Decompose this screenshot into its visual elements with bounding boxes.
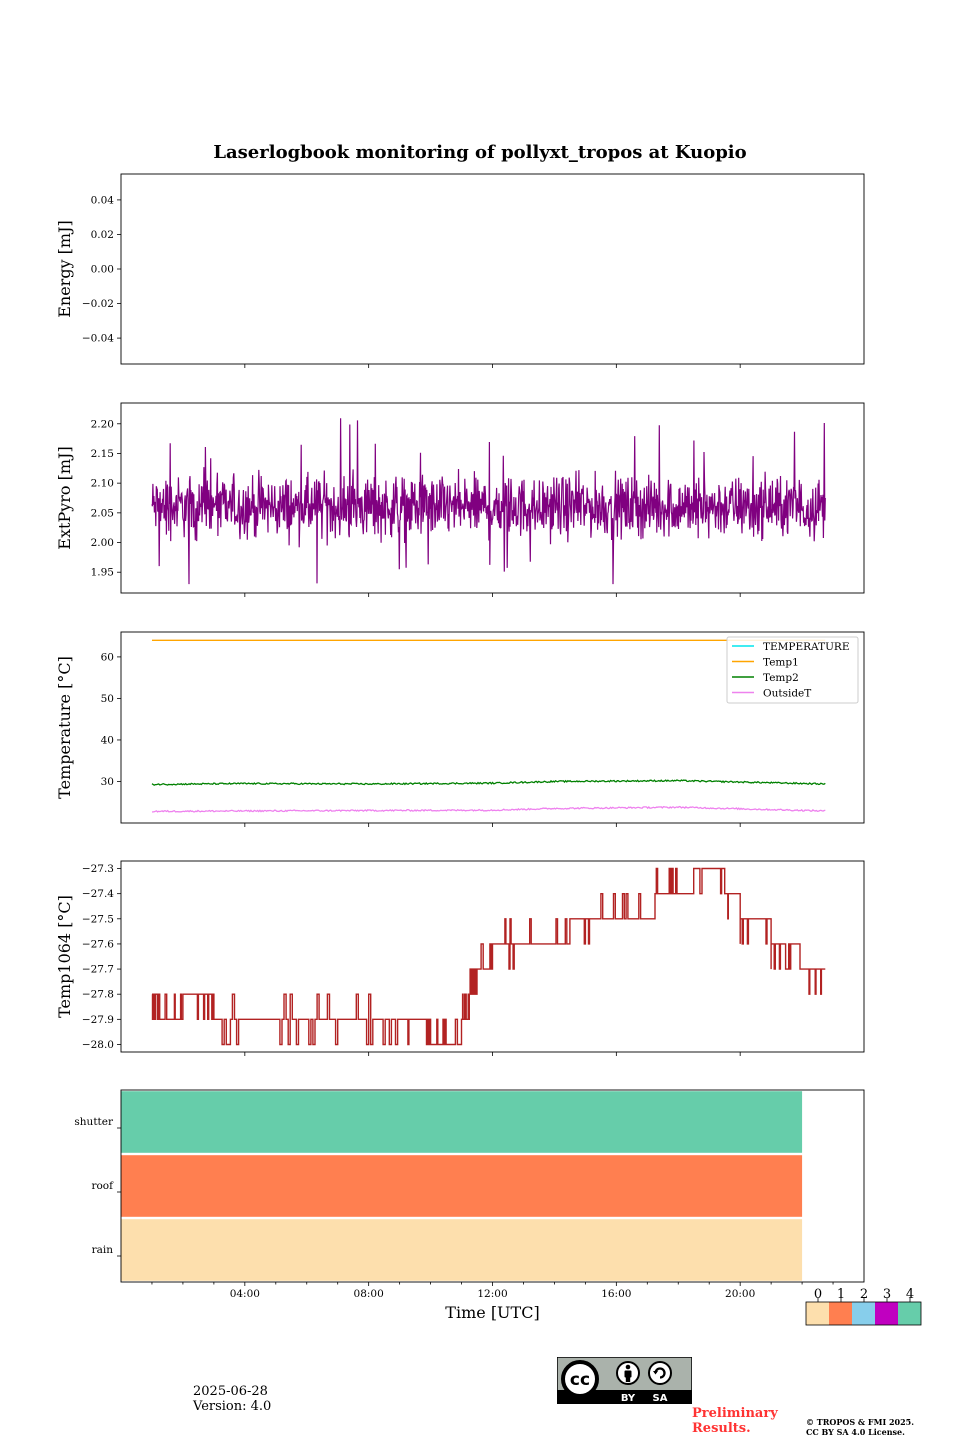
y-tick-label: 2.10 <box>91 478 114 490</box>
y-tick-label: 40 <box>101 734 114 746</box>
x-tick-label: 16:00 <box>601 1288 631 1300</box>
y-tick-label: 2.15 <box>91 448 114 460</box>
axes-frame <box>120 402 865 594</box>
date-label: 2025-06-28 <box>193 1384 268 1399</box>
y-tick-label: −27.8 <box>82 989 114 1001</box>
series-line-temp2 <box>151 779 826 786</box>
copyright-note: © TROPOS & FMI 2025. CC BY SA 4.0 Licens… <box>806 1417 914 1437</box>
y-tick-label: −27.6 <box>82 938 114 950</box>
status-band-roof <box>121 1155 803 1217</box>
temp1064-series-line <box>151 867 826 1046</box>
plot-area <box>151 418 826 585</box>
colorbar-cell <box>898 1302 921 1325</box>
y-tick-label: −27.4 <box>82 888 114 900</box>
colorbar-cell <box>806 1302 829 1325</box>
x-tick-label: 08:00 <box>354 1288 384 1300</box>
copyright-line-1: © TROPOS & FMI 2025. <box>806 1417 915 1427</box>
by-label: BY <box>621 1393 636 1404</box>
y-tick-label: 2.05 <box>91 507 114 519</box>
axes-frame <box>120 860 865 1053</box>
chart-title: Laserlogbook monitoring of pollyxt_tropo… <box>213 142 746 163</box>
legend-box <box>726 636 859 704</box>
y-axis-label: ExtPyro [mJ] <box>55 446 74 549</box>
axes-frame <box>120 1089 865 1283</box>
y-tick-label: 0.02 <box>91 229 114 241</box>
colorbar-cell <box>829 1302 852 1325</box>
x-axis-label: Time [UTC] <box>445 1303 539 1322</box>
y-tick-label: 60 <box>101 651 114 663</box>
colorbar-tick-label: 1 <box>837 1287 845 1302</box>
colorbar-tick-label: 3 <box>883 1287 891 1302</box>
y-tick-label: −27.5 <box>82 913 114 925</box>
preliminary-note: Preliminary Results. <box>692 1406 778 1436</box>
row-label-shutter: shutter <box>74 1116 114 1128</box>
panel-3: 60 50 40 30 Temperature [°C] TEMPERATURE Temp1… <box>55 631 865 827</box>
cc-icon <box>561 1360 599 1398</box>
y-tick-label: −27.7 <box>82 964 114 976</box>
cc-label: cc <box>570 1370 590 1390</box>
row-label-roof: roof <box>91 1180 114 1192</box>
legend: TEMPERATURE Temp1 Temp2 OutsideT <box>726 636 859 704</box>
colorbar-cell <box>852 1302 875 1325</box>
y-tick-label: 2.00 <box>91 537 114 549</box>
y-tick-label: −0.02 <box>82 298 114 310</box>
preliminary-line-1: Preliminary <box>692 1406 778 1421</box>
y-tick-label: −27.3 <box>82 863 114 875</box>
colorbar-tick-label: 0 <box>814 1287 822 1302</box>
colorbar-tick-label: 2 <box>860 1287 868 1302</box>
date-info: 2025-06-28 Version: 4.0 <box>193 1384 271 1414</box>
panel-2: 2.20 2.15 2.10 2.05 2.00 1.95 ExtPyro [mJ] <box>55 402 865 597</box>
y-tick-label: 1.95 <box>91 567 114 579</box>
colorbar-cell <box>875 1302 898 1325</box>
legend-label: Temp1 <box>763 657 799 669</box>
y-tick-label: −27.9 <box>82 1014 114 1026</box>
panel-5: shutter roof rain 04:00 08:00 12:00 16:00 20:00… <box>74 1089 922 1326</box>
status-band-shutter <box>121 1091 803 1153</box>
plot-area <box>151 639 826 813</box>
y-tick-label: 2.20 <box>91 418 114 430</box>
panel-1: 0.04 0.02 0.00 −0.02 −0.04 Energy [mJ] <box>55 173 865 368</box>
legend-label: TEMPERATURE <box>763 641 850 653</box>
sa-label: SA <box>653 1393 668 1404</box>
status-band-rain <box>121 1219 803 1281</box>
y-axis-label: Energy [mJ] <box>55 220 74 318</box>
axes-frame <box>120 631 865 824</box>
y-tick-label: 50 <box>101 693 114 705</box>
sa-icon <box>648 1361 672 1385</box>
panel-4: −27.3 −27.4 −27.5 −27.6 −27.7 −27.8 −27.9 −28.0… <box>55 860 865 1056</box>
plot-area <box>151 867 826 1046</box>
y-tick-label: 0.04 <box>91 194 115 206</box>
legend-label: OutsideT <box>763 688 811 700</box>
cc-license-badge: cc BY SA <box>557 1357 692 1404</box>
colorbar-frame <box>805 1301 922 1326</box>
y-tick-label: −28.0 <box>82 1039 114 1051</box>
plot-area <box>121 1091 803 1281</box>
colorbar-tick-label: 4 <box>906 1287 914 1302</box>
x-tick-label: 04:00 <box>230 1288 260 1300</box>
y-tick-label: 30 <box>101 776 114 788</box>
version-label: Version: 4.0 <box>193 1399 272 1414</box>
x-tick-label: 20:00 <box>725 1288 755 1300</box>
x-tick-label: 12:00 <box>477 1288 507 1300</box>
y-axis-label: Temp1064 [°C] <box>55 895 74 1018</box>
legend-label: Temp2 <box>763 672 799 684</box>
y-tick-label: 0.00 <box>91 264 114 276</box>
preliminary-line-2: Results. <box>692 1421 751 1436</box>
pyro-series-line <box>151 418 826 585</box>
copyright-line-2: CC BY SA 4.0 License. <box>806 1427 905 1437</box>
y-axis-label: Temperature [°C] <box>55 656 74 799</box>
series-line-outsidet <box>151 805 826 813</box>
row-label-rain: rain <box>92 1244 114 1256</box>
axes-frame <box>120 173 865 365</box>
y-tick-label: −0.04 <box>82 333 114 345</box>
